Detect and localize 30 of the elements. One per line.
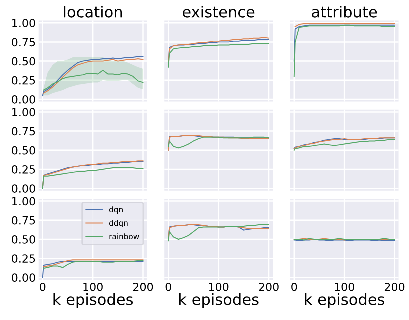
y-tick-label: 0.25 xyxy=(12,165,36,174)
y-tick-label: 0.50 xyxy=(12,235,36,244)
x-tick-label: 0 xyxy=(40,282,46,292)
x-tick-label: 100 xyxy=(84,282,103,292)
y-tick-label: 1.00 xyxy=(12,108,36,117)
y-tick-label: 0.25 xyxy=(12,76,36,85)
y-tick-label: 0.00 xyxy=(12,184,36,193)
y-tick-label: 0.75 xyxy=(12,38,36,47)
y-tick-label: 1.00 xyxy=(12,197,36,206)
y-tick-label: 0.50 xyxy=(12,146,36,155)
y-tick-label: 1.00 xyxy=(12,19,36,28)
x-axis-title: k episodes xyxy=(179,294,259,308)
y-tick-label: 0.50 xyxy=(12,57,36,66)
x-tick-label: 100 xyxy=(335,282,354,292)
x-tick-label: 100 xyxy=(209,282,229,292)
x-tick-label: 0 xyxy=(166,282,172,292)
y-tick-label: 0.25 xyxy=(12,254,36,263)
x-axis-title: k episodes xyxy=(54,294,134,308)
chart-title: existence xyxy=(183,6,255,18)
x-tick-label: 200 xyxy=(259,282,279,292)
x-axis-title: k episodes xyxy=(305,294,385,308)
chart-title: location xyxy=(64,6,122,18)
x-tick-label: 200 xyxy=(133,282,154,292)
y-tick-label: 0.00 xyxy=(12,95,36,104)
y-tick-label: 0.75 xyxy=(12,216,36,225)
x-tick-label: 200 xyxy=(384,282,405,292)
chart-title: attribute xyxy=(312,6,378,18)
y-tick-label: 0.75 xyxy=(12,127,36,136)
y-tick-label: 0.00 xyxy=(12,274,36,282)
x-tick-label: 0 xyxy=(292,282,298,292)
